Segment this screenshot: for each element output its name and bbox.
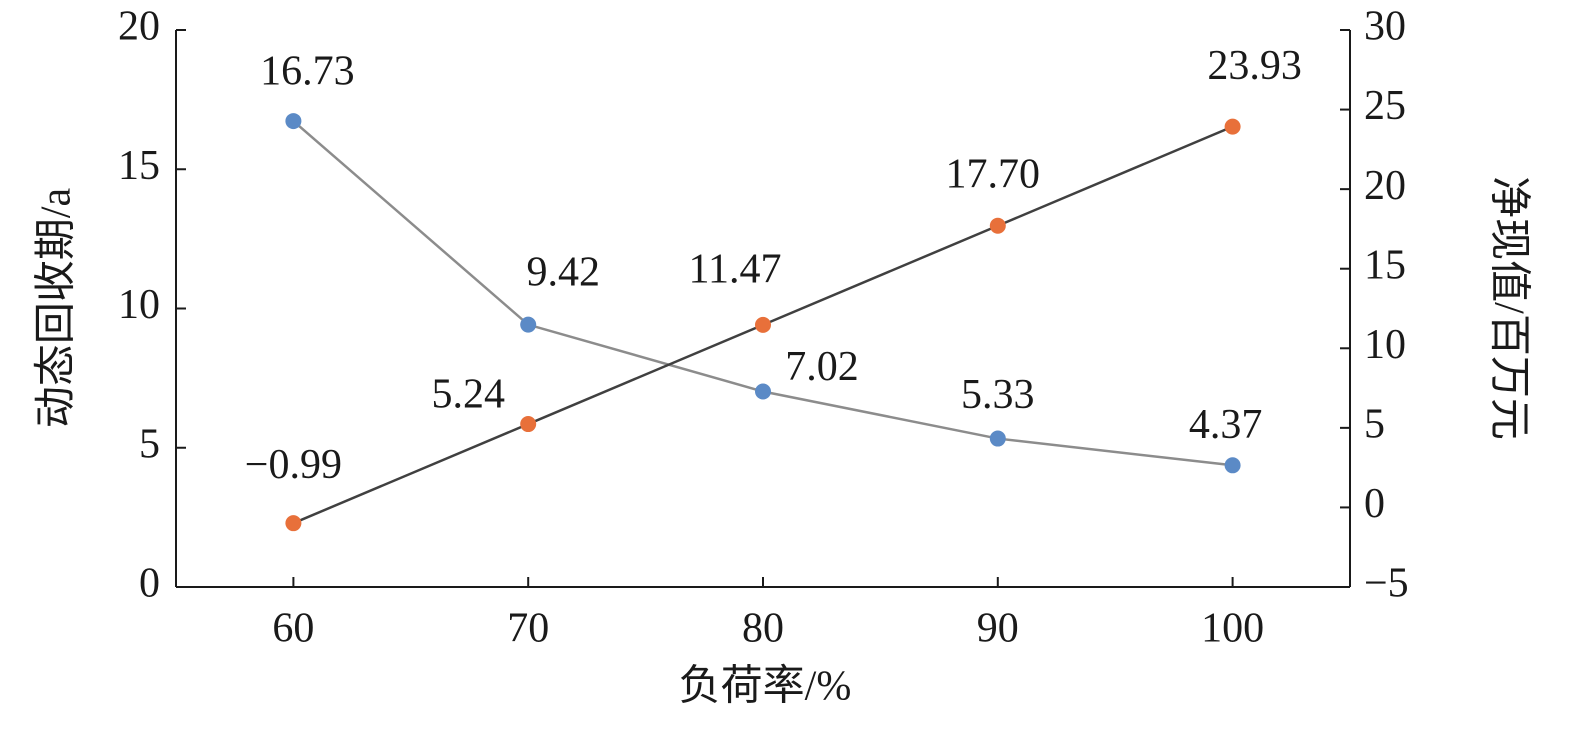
y-tick-label: 15 bbox=[118, 143, 160, 189]
data-label: 7.02 bbox=[785, 344, 859, 390]
x-tick-label: 70 bbox=[507, 606, 549, 652]
y-tick-label: 10 bbox=[118, 282, 160, 328]
data-label: 5.24 bbox=[431, 372, 505, 418]
y2-tick-label: 25 bbox=[1364, 83, 1406, 129]
data-label: 11.47 bbox=[689, 247, 782, 293]
x-tick-label: 60 bbox=[272, 606, 314, 652]
data-label: 23.93 bbox=[1207, 43, 1302, 89]
y2-tick-label: 30 bbox=[1364, 4, 1406, 50]
data-label: 17.70 bbox=[946, 151, 1041, 197]
point bbox=[285, 515, 302, 532]
point bbox=[1224, 118, 1241, 135]
data-label: −0.99 bbox=[245, 442, 342, 488]
y2-tick-label: 5 bbox=[1364, 401, 1385, 447]
x-axis-label: 负荷率/% bbox=[679, 663, 852, 710]
y-tick-label: 5 bbox=[139, 421, 160, 467]
x-tick-label: 100 bbox=[1201, 606, 1264, 652]
point bbox=[989, 217, 1006, 234]
data-label: 5.33 bbox=[961, 372, 1035, 418]
point bbox=[520, 316, 537, 333]
point bbox=[285, 113, 302, 130]
y2-tick-label: 15 bbox=[1364, 242, 1406, 288]
x-tick-label: 80 bbox=[742, 606, 784, 652]
y-tick-label: 0 bbox=[139, 561, 160, 607]
point bbox=[1224, 457, 1241, 474]
point bbox=[989, 430, 1006, 447]
y2-tick-label: 20 bbox=[1364, 163, 1406, 209]
y2-tick-label: 0 bbox=[1364, 481, 1385, 527]
y-axis-label: 动态回收期/a bbox=[34, 187, 80, 428]
data-label: 9.42 bbox=[526, 249, 600, 295]
point bbox=[520, 416, 537, 433]
data-label: 16.73 bbox=[260, 49, 355, 95]
x-tick-label: 90 bbox=[977, 606, 1019, 652]
y2-tick-label: 10 bbox=[1364, 322, 1406, 368]
data-label: 4.37 bbox=[1189, 402, 1263, 448]
point bbox=[755, 316, 771, 333]
point bbox=[755, 383, 771, 400]
y2-tick-label: −5 bbox=[1364, 561, 1409, 607]
y-tick-label: 20 bbox=[118, 4, 160, 50]
y2-axis-label: 净现值/百万元 bbox=[1485, 176, 1531, 440]
